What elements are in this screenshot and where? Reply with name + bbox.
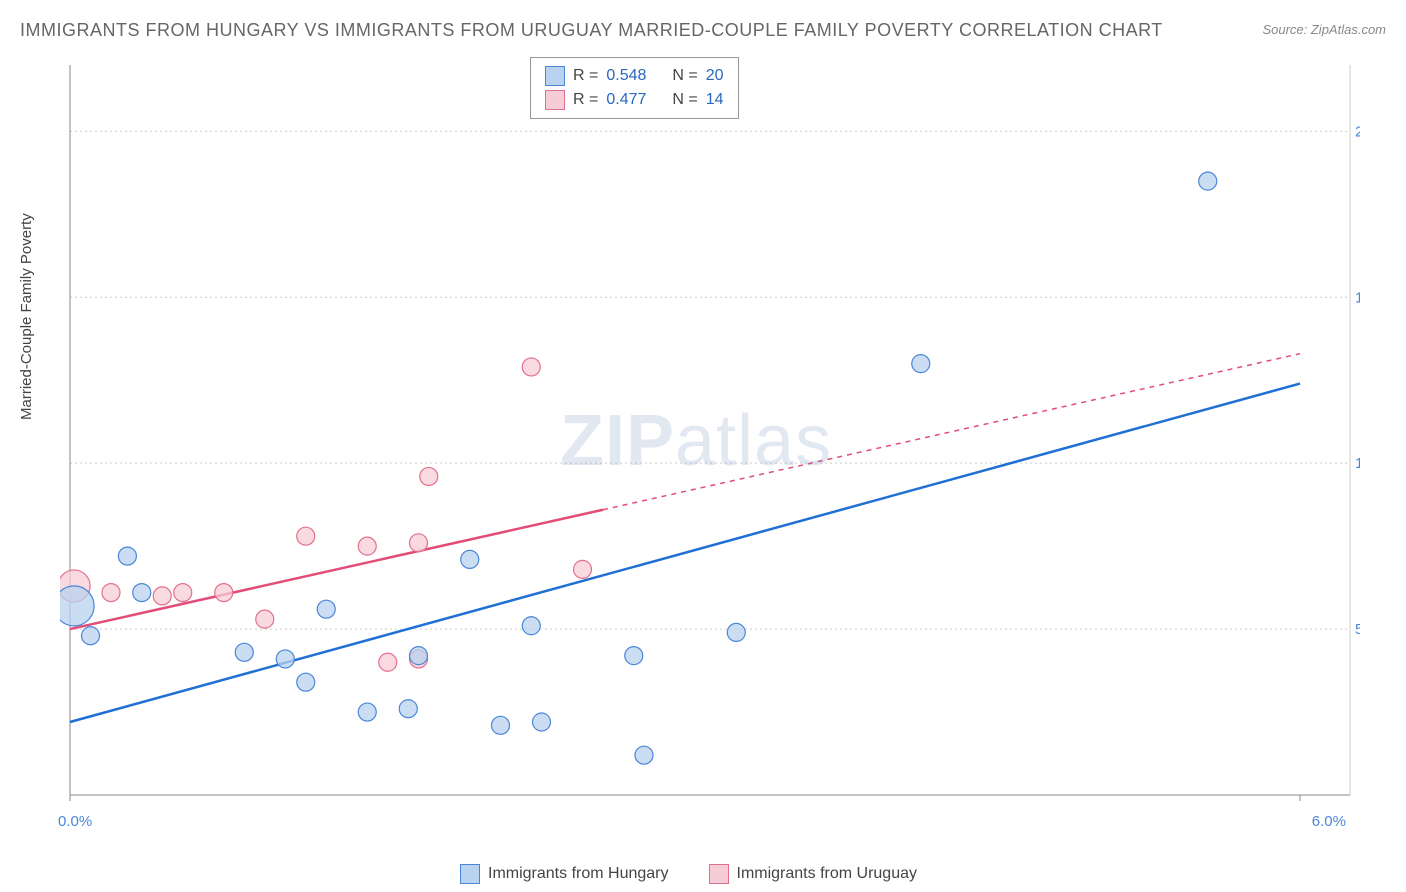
- series-name-b: Immigrants from Uruguay: [737, 865, 918, 883]
- chart-area: 5.0% 10.0% 15.0% 20.0%: [60, 55, 1360, 805]
- correlation-row-b: R = 0.477 N = 14: [545, 88, 724, 112]
- svg-text:5.0%: 5.0%: [1355, 621, 1360, 638]
- r-value-a: 0.548: [606, 64, 646, 88]
- svg-text:20.0%: 20.0%: [1355, 123, 1360, 140]
- svg-text:15.0%: 15.0%: [1355, 289, 1360, 306]
- r-label: R =: [573, 88, 598, 112]
- swatch-hungary: [460, 864, 480, 884]
- svg-text:10.0%: 10.0%: [1355, 455, 1360, 472]
- x-tick-min: 0.0%: [58, 813, 92, 830]
- n-value-b: 14: [706, 88, 724, 112]
- correlation-legend: R = 0.548 N = 20 R = 0.477 N = 14: [530, 57, 739, 119]
- correlation-row-a: R = 0.548 N = 20: [545, 64, 724, 88]
- x-tick-max: 6.0%: [1312, 813, 1346, 830]
- n-label: N =: [672, 64, 697, 88]
- n-value-a: 20: [706, 64, 724, 88]
- swatch-uruguay: [709, 864, 729, 884]
- series-name-a: Immigrants from Hungary: [488, 865, 669, 883]
- legend-item-hungary: Immigrants from Hungary: [460, 864, 669, 884]
- scatter-plot: 5.0% 10.0% 15.0% 20.0%: [60, 55, 1360, 805]
- legend-item-uruguay: Immigrants from Uruguay: [709, 864, 918, 884]
- r-label: R =: [573, 64, 598, 88]
- r-value-b: 0.477: [606, 88, 646, 112]
- n-label: N =: [672, 88, 697, 112]
- chart-title: IMMIGRANTS FROM HUNGARY VS IMMIGRANTS FR…: [20, 20, 1163, 41]
- source-label: Source: ZipAtlas.com: [1262, 22, 1386, 37]
- y-axis-label: Married-Couple Family Poverty: [18, 213, 35, 420]
- swatch-hungary: [545, 66, 565, 86]
- series-legend: Immigrants from Hungary Immigrants from …: [460, 864, 917, 884]
- swatch-uruguay: [545, 90, 565, 110]
